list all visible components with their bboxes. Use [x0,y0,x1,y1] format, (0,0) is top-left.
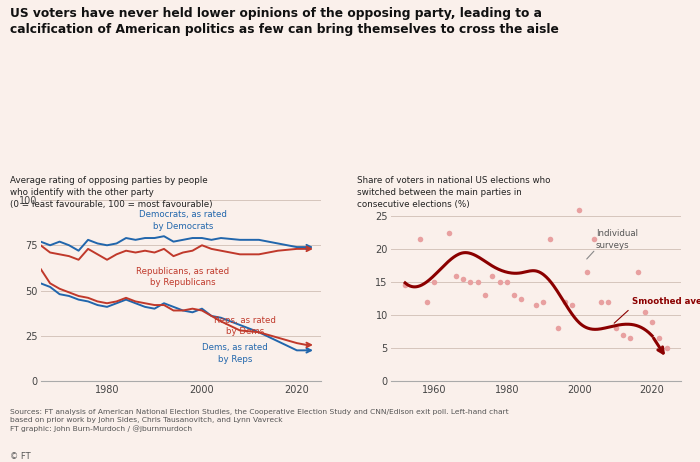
Point [486,272,498,279]
Point [472,279,483,286]
Point [589,236,600,243]
Point [516,295,527,302]
Point [465,279,476,286]
Point [501,279,512,286]
Point [531,302,542,309]
Text: Reps, as rated
by Dems: Reps, as rated by Dems [214,316,276,336]
Text: Individual
surveys: Individual surveys [596,229,638,249]
Point [661,345,672,352]
Point [647,318,658,325]
Text: Dems, as rated
by Reps: Dems, as rated by Reps [202,343,268,364]
Text: Smoothed average: Smoothed average [632,298,700,306]
Point [400,282,411,289]
Point [617,331,629,339]
Point [632,268,643,276]
Point [559,298,570,306]
Point [624,334,636,342]
Point [538,298,549,306]
Point [414,236,426,243]
Text: Share of voters in national US elections who
switched between the main parties i: Share of voters in national US elections… [357,176,550,209]
Point [545,236,556,243]
Text: US voters have never held lower opinions of the opposing party, leading to a
cal: US voters have never held lower opinions… [10,7,559,36]
Text: Sources: FT analysis of American National Election Studies, the Cooperative Elec: Sources: FT analysis of American Nationa… [10,409,508,432]
Point [421,298,433,306]
Point [639,308,650,316]
Point [603,298,614,306]
Text: Average rating of opposing parties by people
who identify with the other party
(: Average rating of opposing parties by pe… [10,176,212,209]
Point [458,275,469,283]
Point [566,302,578,309]
Point [596,298,607,306]
Text: Republicans, as rated
by Republicans: Republicans, as rated by Republicans [136,267,230,287]
Point [508,292,519,299]
Point [581,268,592,276]
Point [443,229,454,237]
Point [428,279,440,286]
Text: Democrats, as rated
by Democrats: Democrats, as rated by Democrats [139,210,227,231]
Point [610,325,622,332]
Point [480,292,491,299]
Point [552,325,564,332]
Point [574,206,585,213]
Point [450,272,461,279]
Text: © FT: © FT [10,452,30,461]
Point [654,334,665,342]
Point [494,279,505,286]
